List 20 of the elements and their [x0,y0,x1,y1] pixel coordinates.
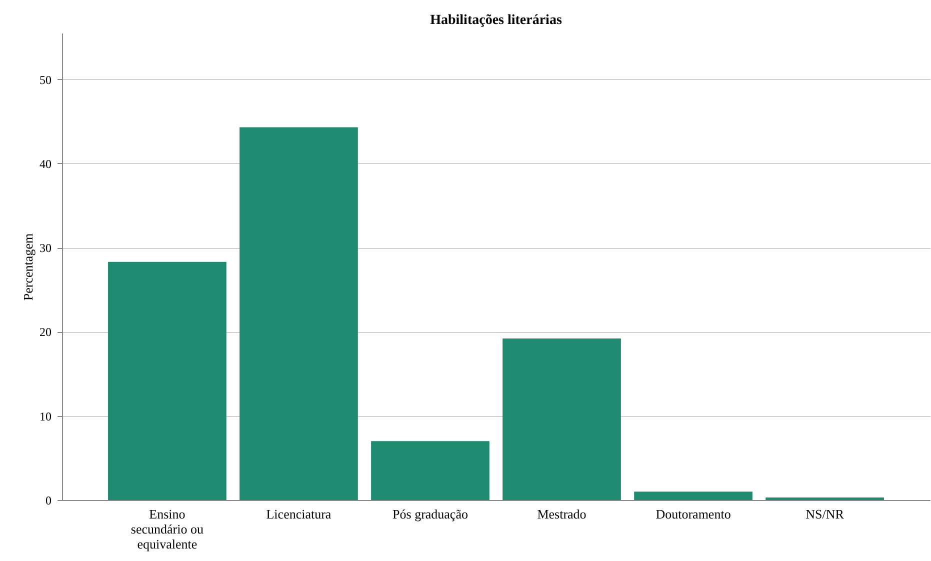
bar [108,262,226,500]
x-tick-label: NS/NR [806,506,844,522]
x-tick-label: Pós graduação [392,506,468,522]
bar [766,497,884,500]
chart-title: Habilitações literárias [430,13,562,28]
x-tick-label: Doutoramento [656,506,731,522]
y-tick-label: 20 [40,325,52,340]
bar [240,127,358,500]
y-tick-label: 50 [40,72,52,87]
bar [502,338,621,500]
x-tick-label: Mestrado [537,506,586,522]
bar [371,441,490,500]
y-tick-label: 10 [40,409,52,424]
y-tick-label: 0 [46,494,52,508]
y-axis-title: Percentagem [20,233,36,301]
x-tick-label: Licenciatura [266,506,332,522]
bar [634,492,752,500]
x-tick-label: Ensino secundário ou equivalente [130,506,204,552]
y-tick-label: 30 [40,241,52,256]
y-tick-label: 40 [40,156,52,171]
